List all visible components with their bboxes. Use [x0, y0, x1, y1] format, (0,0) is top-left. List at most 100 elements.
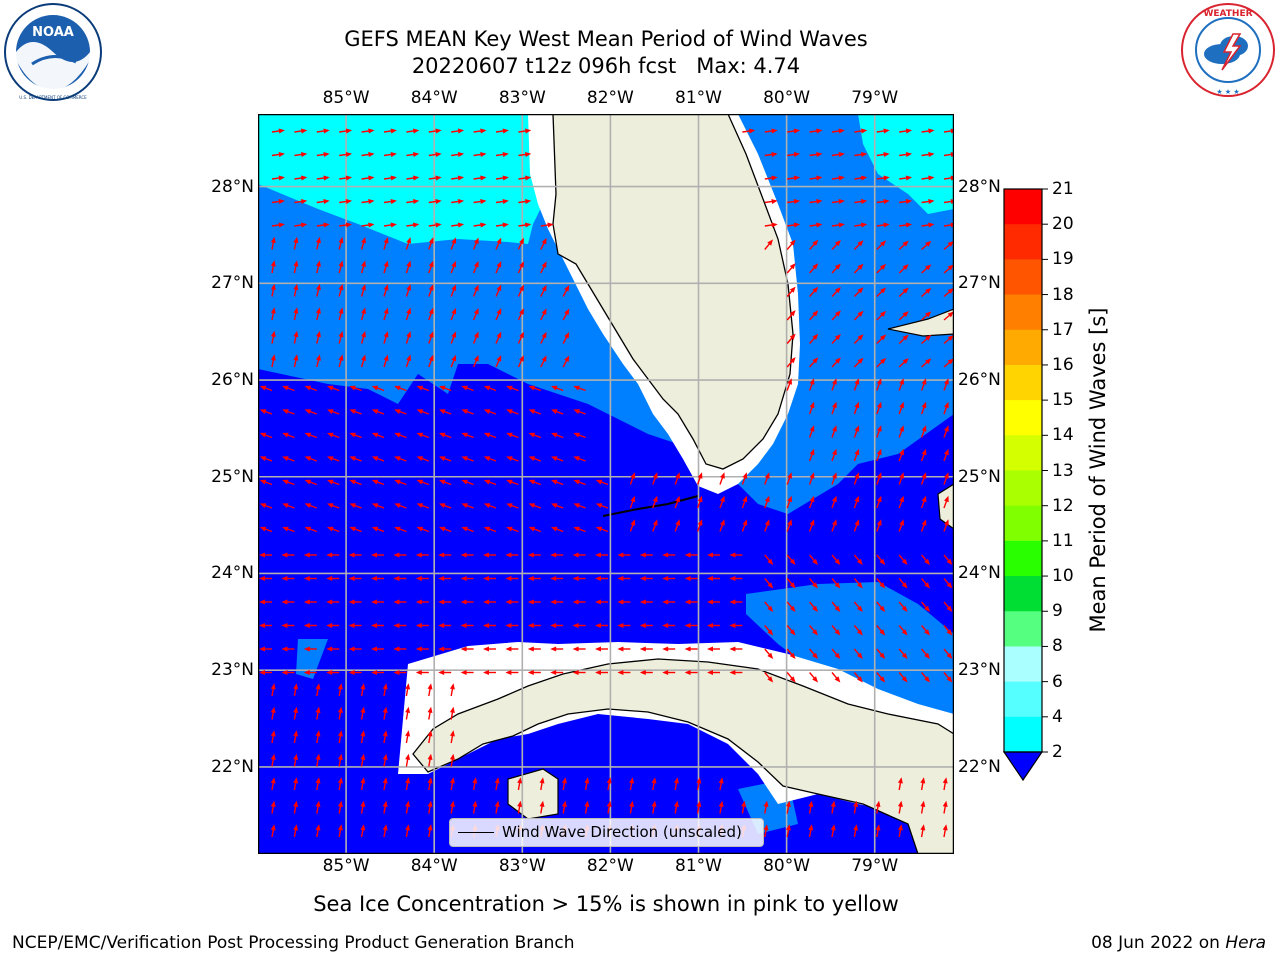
- direction-arrowhead: [684, 599, 691, 605]
- direction-arrowhead: [924, 652, 930, 659]
- direction-arrowhead: [879, 652, 886, 659]
- direction-arrowhead: [438, 576, 445, 581]
- direction-arrowhead: [767, 652, 774, 659]
- direction-arrowhead: [345, 128, 353, 134]
- direction-arrowhead: [348, 599, 355, 605]
- direction-arrowhead: [921, 472, 927, 479]
- direction-arrowhead: [406, 260, 411, 268]
- direction-arrowhead: [293, 330, 299, 338]
- direction-arrowhead: [528, 456, 536, 461]
- colorbar-segment: [1004, 259, 1042, 296]
- direction-arrowhead: [789, 357, 796, 364]
- direction-arrowhead: [564, 331, 570, 339]
- direction-arrowhead: [771, 128, 778, 134]
- direction-arrowhead: [572, 623, 579, 628]
- direction-arrowhead: [834, 629, 841, 636]
- direction-arrowhead: [416, 479, 424, 485]
- direction-arrowhead: [789, 263, 796, 270]
- direction-arrowhead: [662, 670, 669, 675]
- colorbar: [1002, 188, 1048, 782]
- direction-arrowhead: [684, 646, 691, 652]
- direction-arrowhead: [809, 425, 815, 432]
- direction-arrowhead: [573, 526, 580, 532]
- direction-arrowhead: [259, 552, 265, 558]
- direction-arrowhead: [371, 623, 377, 628]
- colorbar-segment: [1004, 540, 1042, 577]
- direction-arrowhead: [349, 432, 356, 438]
- direction-arrowhead: [371, 599, 377, 605]
- direction-arrowhead: [338, 330, 344, 338]
- direction-arrowhead: [281, 623, 288, 628]
- direction-arrowhead: [315, 260, 321, 267]
- direction-arrowhead: [675, 495, 680, 503]
- direction-arrowhead: [349, 409, 356, 414]
- direction-arrowhead: [438, 503, 446, 508]
- direction-arrowhead: [371, 385, 379, 391]
- direction-arrowhead: [808, 824, 814, 831]
- direction-arrowhead: [371, 432, 379, 438]
- direction-arrowhead: [281, 646, 288, 652]
- direction-arrowhead: [812, 310, 819, 317]
- direction-arrowhead: [834, 676, 841, 683]
- lat-tick-left: 22°N: [211, 756, 254, 777]
- direction-arrowhead: [461, 432, 468, 438]
- colorbar-tick-label: 4: [1052, 706, 1063, 727]
- direction-arrowhead: [345, 222, 353, 228]
- direction-arrowhead: [472, 800, 478, 808]
- direction-arrowhead: [639, 599, 646, 605]
- direction-arrowhead: [293, 307, 299, 314]
- direction-arrowhead: [300, 222, 308, 228]
- direction-arrowhead: [502, 175, 509, 181]
- direction-arrowhead: [854, 378, 860, 385]
- direction-arrowhead: [457, 222, 465, 228]
- direction-arrowhead: [860, 152, 868, 158]
- direction-arrowhead: [707, 576, 713, 581]
- direction-arrowhead: [595, 599, 601, 605]
- direction-arrowhead: [720, 495, 725, 503]
- direction-arrowhead: [270, 800, 276, 808]
- colorbar-label: Mean Period of Wind Waves [s]: [1086, 307, 1110, 633]
- direction-arrowhead: [880, 357, 887, 364]
- direction-arrowhead: [438, 432, 446, 438]
- direction-arrowhead: [483, 599, 489, 605]
- direction-arrowhead: [282, 432, 289, 438]
- direction-arrowhead: [259, 526, 267, 532]
- direction-arrowhead: [880, 310, 887, 317]
- direction-arrowhead: [876, 401, 882, 409]
- sea-ice-note: Sea Ice Concentration > 15% is shown in …: [313, 892, 899, 916]
- direction-arrowhead: [259, 385, 267, 391]
- direction-arrowhead: [857, 357, 864, 364]
- direction-arrowhead: [483, 623, 489, 628]
- direction-arrowhead: [860, 175, 868, 181]
- direction-arrowhead: [278, 152, 285, 158]
- direction-arrowhead: [345, 199, 353, 205]
- direction-arrowhead: [639, 552, 646, 558]
- colorbar-segment: [1004, 294, 1042, 331]
- direction-arrowhead: [541, 284, 547, 292]
- direction-arrowhead: [480, 199, 487, 205]
- direction-arrowhead: [360, 753, 366, 761]
- direction-arrowhead: [349, 456, 356, 461]
- direction-arrowhead: [902, 287, 909, 294]
- direction-arrowhead: [652, 495, 658, 503]
- direction-arrowhead: [897, 800, 903, 808]
- direction-arrowhead: [767, 629, 774, 636]
- direction-arrowhead: [412, 152, 420, 158]
- direction-arrowhead: [550, 479, 558, 485]
- direction-arrowhead: [394, 432, 401, 438]
- direction-arrowhead: [337, 777, 343, 784]
- direction-arrowhead: [505, 576, 512, 581]
- direction-arrowhead: [767, 239, 774, 246]
- direction-arrowhead: [449, 753, 455, 761]
- direction-arrowhead: [496, 331, 502, 339]
- direction-arrowhead: [924, 676, 930, 683]
- direction-arrowhead: [438, 385, 446, 391]
- direction-arrowhead: [539, 777, 545, 784]
- footer-date-text: 08 Jun 2022 on: [1091, 933, 1226, 953]
- direction-arrowhead: [550, 503, 558, 508]
- direction-arrowhead: [428, 284, 434, 291]
- direction-arrowhead: [382, 683, 388, 690]
- direction-arrowhead: [920, 800, 926, 808]
- direction-arrowhead: [304, 456, 312, 461]
- direction-arrowhead: [259, 479, 267, 485]
